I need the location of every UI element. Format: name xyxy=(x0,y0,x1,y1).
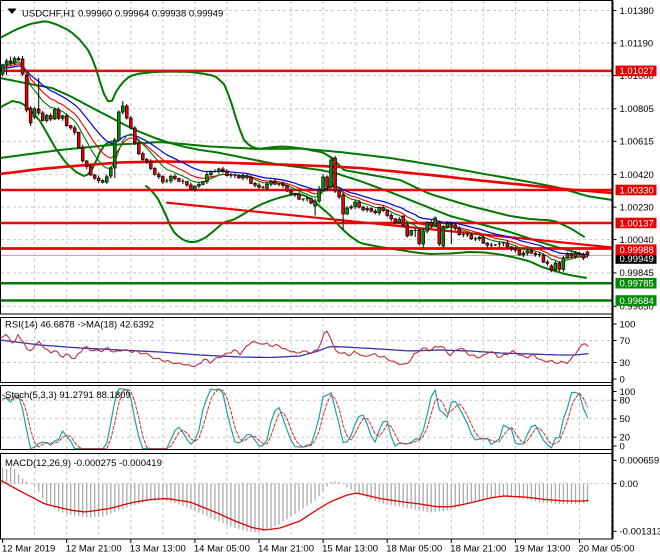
svg-text:18 Mar 21:00: 18 Mar 21:00 xyxy=(450,544,506,555)
svg-text:0: 0 xyxy=(620,441,625,452)
svg-text:Stoch(5,3,3) 91.2791 88.1809: Stoch(5,3,3) 91.2791 88.1809 xyxy=(5,390,131,401)
svg-text:0.000659: 0.000659 xyxy=(620,456,660,467)
svg-text:18 Mar 05:00: 18 Mar 05:00 xyxy=(386,544,442,555)
svg-text:0.99949: 0.99949 xyxy=(620,254,654,265)
svg-text:1.00330: 1.00330 xyxy=(620,185,654,196)
svg-text:1.00137: 1.00137 xyxy=(620,218,654,229)
svg-text:20: 20 xyxy=(620,433,631,444)
svg-text:30: 30 xyxy=(620,358,631,369)
svg-text:MACD(12,26,9) -0.000275 -0.000: MACD(12,26,9) -0.000275 -0.000419 xyxy=(5,458,162,469)
svg-text:50: 50 xyxy=(620,414,631,425)
svg-text:15 Mar 13:00: 15 Mar 13:00 xyxy=(322,544,378,555)
svg-text:12 Mar 2019: 12 Mar 2019 xyxy=(2,544,55,555)
svg-text:0.99785: 0.99785 xyxy=(620,279,654,290)
svg-text:80: 80 xyxy=(620,396,631,407)
svg-text:14 Mar 05:00: 14 Mar 05:00 xyxy=(194,544,250,555)
svg-text:14 Mar 21:00: 14 Mar 21:00 xyxy=(258,544,314,555)
svg-text:0.99845: 0.99845 xyxy=(620,268,654,279)
svg-text:0.00: 0.00 xyxy=(620,479,639,490)
svg-text:RSI(14) 46.6878 ->MA(18) 42.6: RSI(14) 46.6878 ->MA(18) 42.6392 xyxy=(5,320,154,331)
svg-text:19 Mar 13:00: 19 Mar 13:00 xyxy=(514,544,570,555)
svg-text:1.00230: 1.00230 xyxy=(620,202,654,213)
svg-text:0: 0 xyxy=(620,374,625,385)
svg-text:100: 100 xyxy=(620,387,636,398)
svg-text:0.99988: 0.99988 xyxy=(620,245,654,256)
svg-text:1.01000: 1.01000 xyxy=(620,71,654,82)
svg-text:100: 100 xyxy=(620,319,636,330)
svg-text:70: 70 xyxy=(620,336,631,347)
svg-text:USDCHF,H1 0.99960 0.99964 0.99: USDCHF,H1 0.99960 0.99964 0.99938 0.9994… xyxy=(22,9,223,20)
svg-text:1.01190: 1.01190 xyxy=(620,38,654,49)
svg-text:-0.001313: -0.001313 xyxy=(620,527,660,538)
svg-text:13 Mar 13:00: 13 Mar 13:00 xyxy=(130,544,186,555)
svg-text:1.01380: 1.01380 xyxy=(620,6,654,17)
svg-text:20 Mar 05:00: 20 Mar 05:00 xyxy=(579,544,635,555)
svg-text:0.99684: 0.99684 xyxy=(620,296,654,307)
svg-text:1.01027: 1.01027 xyxy=(620,66,654,77)
svg-text:0.99650: 0.99650 xyxy=(620,302,654,313)
svg-text:1.00615: 1.00615 xyxy=(620,137,654,148)
svg-text:1.00040: 1.00040 xyxy=(620,235,654,246)
svg-text:1.00420: 1.00420 xyxy=(620,170,654,181)
svg-text:12 Mar 21:00: 12 Mar 21:00 xyxy=(66,544,122,555)
svg-text:1.00805: 1.00805 xyxy=(620,104,654,115)
